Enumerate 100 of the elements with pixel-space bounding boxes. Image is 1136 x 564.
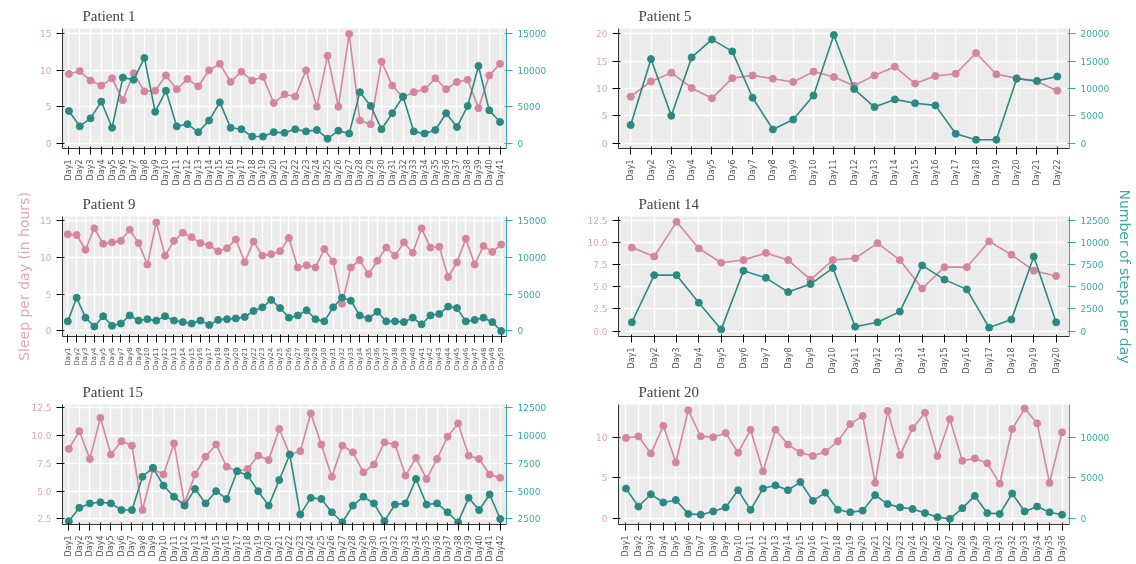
x-tick-label: Day1 bbox=[64, 535, 74, 557]
x-tick-label: Day40 bbox=[484, 159, 494, 186]
y-tick-label: 15 bbox=[40, 215, 52, 226]
y-tick-label: 5.0 bbox=[37, 486, 52, 497]
x-tick-label: Day3 bbox=[646, 535, 656, 557]
x-tick-label: Day39 bbox=[473, 159, 483, 186]
y-tick-label: 0 bbox=[45, 138, 52, 149]
x-tick-label: Day12 bbox=[180, 535, 190, 562]
y-tick-label: 10 bbox=[596, 432, 608, 443]
chart-title: Patient 5 bbox=[638, 7, 692, 24]
y-tick-label: 2.5 bbox=[593, 304, 608, 315]
x-tick-label: Day26 bbox=[333, 159, 343, 186]
y2-tick-label: 5000 bbox=[517, 486, 541, 497]
x-tick-label: Day12 bbox=[758, 535, 768, 562]
x-tick-label: Day16 bbox=[226, 159, 236, 186]
y2-tick-label: 0 bbox=[1080, 514, 1087, 525]
x-tick-label: Day34 bbox=[420, 159, 430, 186]
x-tick-label: Day11 bbox=[746, 535, 756, 562]
x-tick-label: Day31 bbox=[379, 535, 389, 562]
x-tick-label: Day20 bbox=[264, 535, 274, 562]
x-tick-label: Day27 bbox=[337, 535, 347, 562]
y2-tick-label: 2500 bbox=[1080, 304, 1104, 315]
x-tick-label: Day35 bbox=[430, 159, 440, 186]
y2-tick-label: 5000 bbox=[1080, 111, 1104, 122]
x-tick-label: Day23 bbox=[295, 535, 305, 562]
y2-tick-label: 15000 bbox=[1080, 56, 1110, 67]
y-tick-label: 0 bbox=[601, 514, 608, 525]
x-tick-label: Day8 bbox=[768, 159, 778, 181]
x-tick-label: Day17 bbox=[951, 159, 961, 186]
x-tick-label: Day2 bbox=[633, 535, 643, 557]
x-tick-label: Day32 bbox=[1007, 535, 1017, 562]
y-tick-label: 5.0 bbox=[593, 282, 608, 293]
x-tick-label: Day11 bbox=[850, 347, 860, 374]
x-tick-label: Day27 bbox=[344, 159, 354, 186]
x-tick-label: Day4 bbox=[658, 535, 668, 557]
y-tick-label: 5 bbox=[45, 289, 52, 300]
x-tick-label: Day3 bbox=[86, 159, 96, 181]
x-tick-label: Day30 bbox=[982, 535, 992, 562]
x-tick-label: Day10 bbox=[828, 347, 838, 374]
x-tick-label: Day14 bbox=[783, 535, 793, 562]
x-tick-label: Day11 bbox=[169, 535, 179, 562]
x-tick-label: Day9 bbox=[148, 535, 158, 557]
x-tick-label: Day18 bbox=[833, 535, 843, 562]
x-tick-label: Day20 bbox=[858, 535, 868, 562]
x-tick-label: Day38 bbox=[453, 535, 463, 562]
y2-tick-label: 10000 bbox=[1080, 237, 1110, 248]
x-tick-label: Day15 bbox=[939, 347, 949, 374]
x-tick-label: Day12 bbox=[872, 347, 882, 374]
x-tick-label: Day32 bbox=[398, 159, 408, 186]
y2-tick-label: 10000 bbox=[1080, 84, 1110, 94]
x-tick-label: Day29 bbox=[366, 159, 376, 186]
x-tick-label: Day41 bbox=[485, 535, 495, 562]
x-tick-label: Day32 bbox=[390, 535, 400, 562]
y2-tick-label: 10000 bbox=[517, 252, 547, 263]
x-tick-label: Day9 bbox=[788, 159, 798, 181]
x-tick-label: Day7 bbox=[127, 535, 137, 557]
x-tick-label: Day41 bbox=[495, 159, 505, 186]
x-tick-label: Day5 bbox=[716, 347, 726, 369]
x-tick-label: Day24 bbox=[312, 159, 322, 186]
y-tick-label: 12.5 bbox=[587, 215, 608, 226]
x-tick-label: Day14 bbox=[204, 159, 214, 186]
x-tick-label: Day14 bbox=[201, 535, 211, 562]
x-tick-label: Day29 bbox=[970, 535, 980, 562]
x-tick-label: Day14 bbox=[890, 159, 900, 186]
y-tick-label: 15 bbox=[596, 56, 608, 67]
x-tick-label: Day12 bbox=[849, 159, 859, 186]
y2-axis-title: Number of steps per day bbox=[1117, 189, 1134, 364]
x-tick-label: Day9 bbox=[150, 159, 160, 181]
x-tick-label: Day25 bbox=[316, 535, 326, 562]
x-tick-label: Day2 bbox=[646, 159, 656, 181]
x-tick-label: Day5 bbox=[107, 159, 117, 181]
x-tick-label: Day38 bbox=[463, 159, 473, 186]
x-tick-label: Day21 bbox=[870, 535, 880, 562]
x-tick-label: Day37 bbox=[443, 535, 453, 562]
x-tick-label: Day4 bbox=[694, 347, 704, 369]
x-tick-label: Day18 bbox=[247, 159, 257, 186]
x-tick-label: Day8 bbox=[708, 535, 718, 557]
x-tick-label: Day15 bbox=[795, 535, 805, 562]
x-tick-label: Day33 bbox=[1020, 535, 1030, 562]
x-tick-label: Day9 bbox=[721, 535, 731, 557]
y2-tick-label: 7500 bbox=[517, 458, 541, 469]
y-tick-label: 0 bbox=[601, 138, 608, 149]
x-tick-label: Day4 bbox=[687, 159, 697, 181]
x-tick-label: Day26 bbox=[932, 535, 942, 562]
x-tick-label: Day6 bbox=[118, 159, 128, 181]
x-tick-label: Day13 bbox=[193, 159, 203, 186]
x-tick-label: Day1 bbox=[621, 535, 631, 557]
x-tick-label: Day24 bbox=[306, 535, 316, 562]
x-tick-label: Day34 bbox=[1032, 535, 1042, 562]
x-tick-label: Day40 bbox=[474, 535, 484, 562]
y-tick-label: 7.5 bbox=[593, 260, 608, 270]
y2-tick-label: 5000 bbox=[1080, 473, 1104, 484]
x-tick-label: Day19 bbox=[991, 159, 1001, 186]
x-tick-label: Day7 bbox=[129, 159, 139, 181]
x-tick-label: Day34 bbox=[411, 535, 421, 562]
y-tick-label: 5 bbox=[601, 473, 608, 484]
y2-tick-label: 15000 bbox=[517, 215, 547, 226]
chart-title: Patient 15 bbox=[82, 383, 143, 400]
y-tick-label: 2.5 bbox=[37, 514, 52, 525]
x-tick-label: Day22 bbox=[1052, 159, 1062, 186]
